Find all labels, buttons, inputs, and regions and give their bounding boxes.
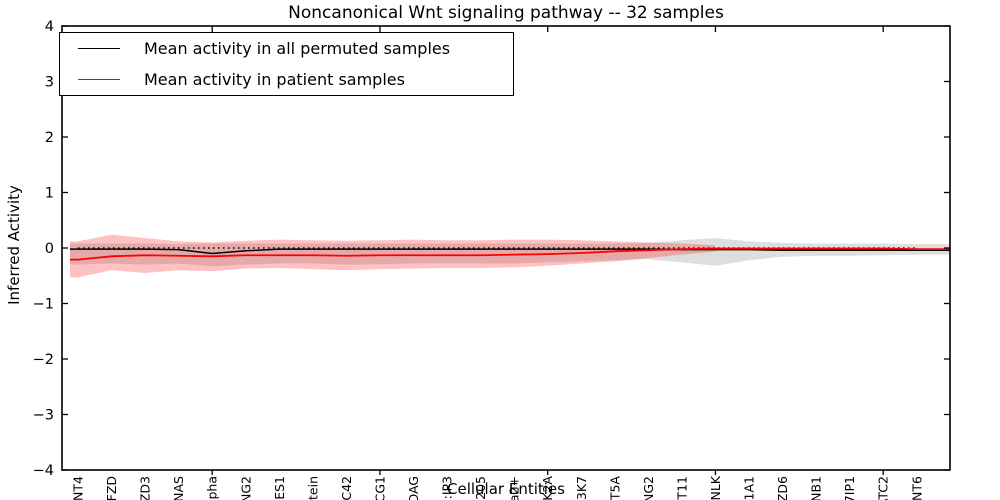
x-category-label: WNT6 (909, 476, 924, 500)
y-tick-label: 3 (45, 75, 54, 91)
permuted-std-band (70, 238, 950, 267)
x-category-label: mol:DAG (406, 476, 421, 500)
y-axis-label: Inferred Activity (5, 185, 23, 305)
x-category-label: WNT11 (674, 476, 689, 500)
y-tick-label: −2 (33, 352, 54, 368)
patient-line-swatch-icon (78, 79, 120, 80)
x-category-label: GNG2 (641, 476, 656, 500)
x-category-label: mol:Ca2+ (507, 476, 522, 500)
x-category-label: GNB1/GNG2 (238, 476, 253, 500)
legend: Mean activity in all permuted samples Me… (59, 32, 514, 96)
x-category-label: YES1 (272, 476, 287, 500)
x-axis-label: Cellular Entities (447, 480, 565, 498)
x-category-label: GNB1 (809, 476, 824, 500)
y-tick-label: −1 (33, 297, 54, 313)
x-category-label: GO:0007205 (473, 476, 488, 500)
x-category-label: FZD6 (775, 476, 790, 500)
y-tick-label: 0 (45, 241, 54, 257)
x-category-label: GNAS (171, 476, 186, 500)
y-tick-label: 1 (45, 186, 54, 202)
y-tick-label: −3 (33, 408, 54, 424)
x-category-label: NLK (708, 475, 723, 500)
y-tick-label: 2 (45, 130, 54, 146)
x-category-label: MAP3K7 (574, 476, 589, 500)
permuted-line-swatch-icon (78, 48, 120, 49)
x-category-label: mol:IP3 (440, 476, 455, 500)
patient-mean-line (70, 247, 950, 261)
legend-label-patient: Mean activity in patient samples (144, 69, 405, 89)
x-category-label: G protein (305, 476, 320, 500)
legend-entry-permuted: Mean activity in all permuted samples (60, 33, 513, 64)
x-category-label: NFATC2 (876, 476, 891, 500)
legend-entry-patient: Mean activity in patient samples (60, 64, 513, 95)
x-category-label: WNT5A (607, 476, 622, 500)
legend-label-permuted: Mean activity in all permuted samples (144, 38, 451, 58)
x-category-label: CDC42 (339, 476, 354, 500)
plot-title: Noncanonical Wnt signaling pathway -- 32… (288, 3, 724, 23)
x-category-label: NFAT1/CK1 alpha (205, 476, 220, 500)
x-category-label: PLCG1 (372, 476, 387, 500)
y-tick-label: 4 (45, 19, 54, 35)
x-category-label: CSNK1A1 (742, 476, 757, 500)
x-category-label: WNT4 (71, 476, 86, 500)
x-category-label: CAMK2A (540, 476, 555, 500)
permuted-mean-line (70, 248, 950, 255)
x-category-label: MAP3K7IP1 (842, 476, 857, 500)
y-tick-label: −4 (33, 463, 54, 479)
x-category-label: FZD3 (138, 476, 153, 500)
